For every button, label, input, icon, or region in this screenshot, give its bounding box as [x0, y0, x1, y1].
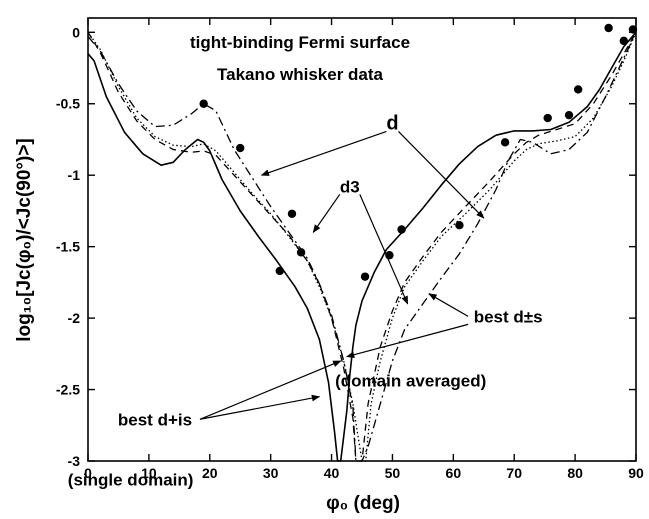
series-line-solid: [87, 31, 637, 462]
annotation-label: d: [386, 112, 398, 134]
data-point: [573, 85, 583, 94]
data-point: [360, 272, 370, 281]
data-point: [619, 36, 629, 46]
annotations-layer: d d3 best d±s (domain averaged) best d+is (si…: [68, 112, 543, 489]
x-tick-label: 30: [263, 465, 279, 481]
annotation-arrow: [345, 323, 469, 358]
annotation-arrow: [312, 193, 341, 234]
x-tick-label: 60: [446, 465, 462, 481]
y-tick-label: -3: [68, 453, 81, 469]
data-point: [543, 113, 552, 123]
x-tick-label: 80: [567, 465, 583, 481]
data-point: [397, 225, 406, 234]
annotation-arrow: [260, 130, 387, 176]
plot-frame: [87, 17, 637, 462]
axes-frame: [87, 17, 637, 462]
x-tick-label: 20: [202, 465, 218, 481]
annotation-arrow: [398, 131, 485, 219]
y-tick-label: -1: [68, 167, 81, 183]
series-line-dashdot: [87, 32, 637, 462]
x-axis-title: φ₀ (deg): [326, 493, 400, 514]
data-point: [604, 23, 613, 33]
annotation-label: (single domain): [68, 470, 194, 489]
y-tick-label: -2: [68, 310, 81, 326]
annotation-arrow: [199, 394, 321, 420]
data-point: [628, 25, 638, 34]
x-tick-label: 10: [141, 465, 157, 481]
annotation-arrow: [428, 293, 469, 317]
chart-title-line-1: tight-binding Fermi surface: [190, 33, 410, 52]
data-point: [275, 266, 284, 276]
annotation-label: best d+is: [118, 410, 192, 429]
chart-title-line-2: Takano whisker data: [217, 65, 384, 84]
data-point: [455, 221, 464, 230]
x-tick-label: 50: [385, 465, 401, 481]
y-tick-label: -0.5: [56, 96, 80, 112]
data-point: [564, 110, 574, 120]
x-tick-label: 90: [628, 465, 644, 481]
data-point: [500, 138, 510, 147]
ticks-layer: 0 10 20 30 40 50 60 70 80 90 0 -0.5 -1 -1.5 -2 -2.5 -3: [56, 18, 644, 481]
y-tick-label: -1.5: [56, 239, 80, 255]
annotation-label: best d±s: [474, 307, 543, 326]
data-point: [199, 99, 208, 108]
annotation-arrow: [199, 360, 342, 420]
data-point: [287, 209, 297, 218]
x-tick-label: 70: [506, 465, 522, 481]
x-tick-label: 40: [324, 465, 340, 481]
series-line-dashed: [87, 31, 637, 462]
data-point: [236, 143, 245, 153]
annotation-arrow: [359, 194, 409, 305]
y-tick-label: 0: [72, 24, 80, 40]
x-tick-label: 0: [84, 465, 92, 481]
series-line-dotted: [87, 31, 637, 462]
annotation-label: d3: [340, 177, 360, 196]
y-tick-label: -2.5: [56, 382, 80, 398]
y-axis-title: log₁₀[Jᴄ(φ₀)/<Jᴄ(90°)>]: [14, 138, 35, 342]
annotation-label: (domain averaged): [335, 372, 486, 391]
series-layer: [87, 31, 637, 462]
data-point: [296, 248, 306, 257]
